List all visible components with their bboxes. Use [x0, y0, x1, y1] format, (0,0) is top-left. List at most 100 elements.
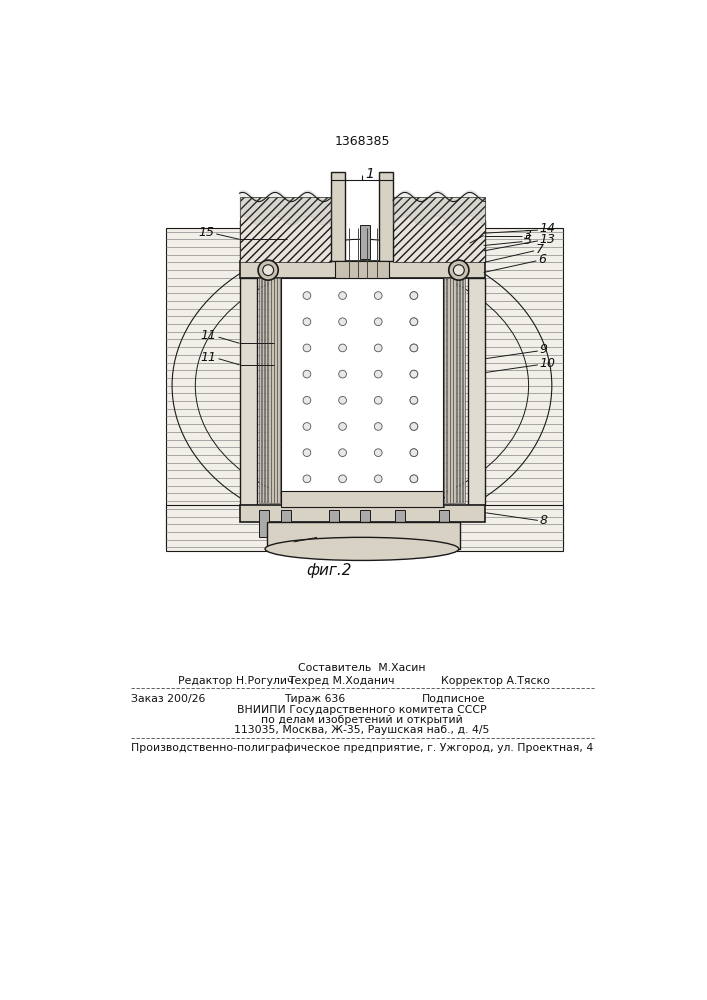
Text: Корректор А.Тяско: Корректор А.Тяско	[441, 676, 550, 686]
Circle shape	[339, 344, 346, 352]
Text: Редактор Н.Рогулич: Редактор Н.Рогулич	[177, 676, 293, 686]
Text: 113035, Москва, Ж-35, Раушская наб., д. 4/5: 113035, Москва, Ж-35, Раушская наб., д. …	[234, 725, 490, 735]
Text: 13: 13	[539, 233, 556, 246]
Text: 5: 5	[524, 234, 532, 247]
Circle shape	[374, 344, 382, 352]
Circle shape	[339, 475, 346, 483]
Circle shape	[374, 423, 382, 430]
Circle shape	[339, 370, 346, 378]
Bar	[240, 220, 257, 262]
Bar	[393, 197, 485, 262]
Bar	[335, 261, 389, 278]
Circle shape	[410, 292, 418, 299]
Bar	[450, 278, 452, 503]
Circle shape	[303, 475, 311, 483]
Text: 9: 9	[539, 343, 547, 356]
Bar	[277, 278, 280, 503]
Bar	[329, 510, 339, 537]
Circle shape	[410, 449, 418, 456]
Text: 8: 8	[539, 514, 547, 527]
Circle shape	[258, 260, 279, 280]
Text: фиг.2: фиг.2	[306, 563, 351, 578]
Circle shape	[410, 449, 418, 456]
Circle shape	[453, 265, 464, 276]
Circle shape	[410, 370, 418, 378]
Circle shape	[374, 449, 382, 456]
Bar	[438, 225, 449, 259]
Text: 11: 11	[201, 351, 217, 364]
Bar	[438, 510, 449, 537]
Circle shape	[339, 423, 346, 430]
Circle shape	[303, 449, 311, 456]
Text: Заказ 200/26: Заказ 200/26	[131, 694, 205, 704]
Bar	[448, 278, 450, 503]
Bar	[360, 225, 370, 259]
Bar	[240, 197, 331, 262]
Circle shape	[303, 344, 311, 352]
Bar	[267, 522, 460, 549]
Bar	[331, 172, 345, 261]
Circle shape	[410, 475, 418, 483]
Bar	[281, 510, 291, 537]
Text: 7: 7	[535, 243, 544, 256]
Bar	[240, 505, 485, 522]
Circle shape	[303, 423, 311, 430]
Circle shape	[374, 370, 382, 378]
Bar	[281, 491, 443, 507]
Circle shape	[410, 423, 418, 430]
Text: ВНИИПИ Государственного комитета СССР: ВНИИПИ Государственного комитета СССР	[237, 705, 486, 715]
Circle shape	[339, 292, 346, 299]
Bar	[468, 278, 485, 505]
Bar	[166, 505, 563, 551]
Text: по делам изобретений и открытий: по делам изобретений и открытий	[261, 715, 463, 725]
Bar	[259, 510, 269, 537]
Text: 3: 3	[524, 229, 532, 242]
Bar	[395, 510, 404, 537]
Circle shape	[410, 396, 418, 404]
Bar	[274, 278, 276, 503]
Bar	[271, 278, 274, 503]
Text: Производственно-полиграфическое предприятие, г. Ужгород, ул. Проектная, 4: Производственно-полиграфическое предприя…	[131, 743, 593, 753]
Circle shape	[410, 318, 418, 326]
Text: 11: 11	[201, 329, 217, 342]
Bar	[468, 220, 485, 262]
Bar	[259, 278, 261, 503]
Text: Составитель  М.Хасин: Составитель М.Хасин	[298, 663, 426, 673]
Circle shape	[374, 396, 382, 404]
Circle shape	[263, 265, 274, 276]
Circle shape	[410, 292, 418, 299]
Bar	[240, 278, 257, 505]
Circle shape	[339, 449, 346, 456]
Circle shape	[339, 396, 346, 404]
Bar	[462, 278, 465, 503]
Bar	[329, 225, 339, 259]
Bar	[240, 261, 485, 278]
Bar	[268, 278, 271, 503]
Bar	[460, 278, 462, 503]
Circle shape	[303, 396, 311, 404]
Bar	[444, 278, 446, 503]
Ellipse shape	[265, 537, 459, 560]
Circle shape	[374, 292, 382, 299]
Circle shape	[374, 475, 382, 483]
Bar	[166, 228, 286, 547]
Circle shape	[410, 318, 418, 326]
Circle shape	[374, 318, 382, 326]
Circle shape	[303, 292, 311, 299]
Circle shape	[410, 423, 418, 430]
Text: Тираж 636: Тираж 636	[284, 694, 345, 704]
Bar	[281, 278, 443, 503]
Circle shape	[410, 370, 418, 378]
Text: 14: 14	[539, 222, 556, 235]
Circle shape	[410, 475, 418, 483]
Circle shape	[339, 318, 346, 326]
Bar	[360, 510, 370, 537]
Text: Техред М.Ходанич: Техред М.Ходанич	[288, 676, 395, 686]
Bar	[457, 278, 459, 503]
Text: Подписное: Подписное	[421, 694, 485, 704]
Bar	[453, 278, 456, 503]
Circle shape	[410, 396, 418, 404]
Text: 1: 1	[366, 167, 375, 181]
Bar	[443, 228, 563, 547]
Bar	[262, 278, 264, 503]
